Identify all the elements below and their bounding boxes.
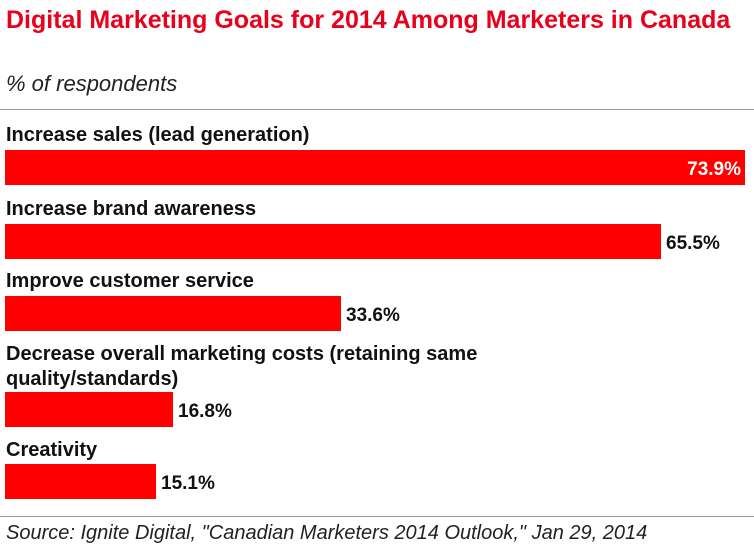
chart-subtitle: % of respondents: [6, 71, 178, 96]
value-label: 73.9%: [687, 159, 741, 180]
category-label: quality/standards): [6, 368, 178, 390]
bar: [5, 392, 173, 427]
bar: [5, 464, 156, 499]
value-label: 15.1%: [161, 473, 215, 494]
chart-title: Digital Marketing Goals for 2014 Among M…: [6, 6, 731, 34]
bottom-divider: [0, 516, 754, 517]
category-label: Improve customer service: [6, 270, 254, 292]
category-label: Creativity: [6, 439, 98, 461]
top-divider: [0, 109, 754, 110]
value-label: 16.8%: [178, 401, 232, 422]
bar: [5, 224, 661, 259]
bar: [5, 150, 745, 185]
value-label: 33.6%: [346, 305, 400, 326]
category-label: Increase sales (lead generation): [6, 124, 309, 146]
category-label: Increase brand awareness: [6, 198, 256, 220]
value-label: 65.5%: [666, 233, 720, 254]
source-note: Source: Ignite Digital, "Canadian Market…: [6, 522, 648, 544]
category-label: Decrease overall marketing costs (retain…: [6, 343, 477, 365]
bar: [5, 296, 341, 331]
